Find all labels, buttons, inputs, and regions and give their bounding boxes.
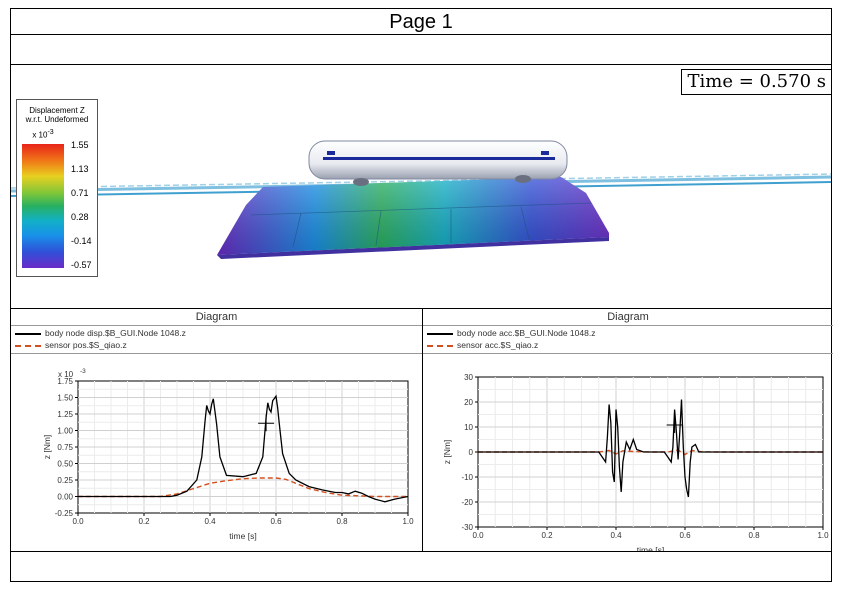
y-tick-label: 30 xyxy=(464,373,473,382)
y-tick-label: -0.25 xyxy=(55,509,74,518)
animation-window[interactable]: Time = 0.570 s xyxy=(11,65,831,309)
x-tick-label: 0.0 xyxy=(72,517,84,526)
x-tick-label: 0.4 xyxy=(204,517,216,526)
page-frame: Page 1 Time = 0.570 s xyxy=(10,8,833,582)
displacement-legend: Displacement Z w.r.t. Undeformed x 10-3 … xyxy=(16,99,98,277)
x-tick-label: 0.2 xyxy=(541,531,553,540)
time-readout: Time = 0.570 s xyxy=(680,69,831,95)
y-tick-label: 0.75 xyxy=(57,443,73,452)
y-axis-label: z [Nm] xyxy=(442,440,452,465)
x-tick-label: 0.6 xyxy=(679,531,691,540)
legend-tick: -0.57 xyxy=(71,260,92,270)
train-bridge-scene[interactable] xyxy=(11,65,831,309)
diagram-title: Diagram xyxy=(423,309,833,326)
legend-subtitle: w.r.t. Undeformed xyxy=(25,115,89,124)
page-title: Page 1 xyxy=(11,9,831,35)
diagram-title: Diagram xyxy=(11,309,422,326)
legend-tick: 0.71 xyxy=(71,188,89,198)
legend-title: Displacement Z xyxy=(29,106,85,115)
x-tick-label: 1.0 xyxy=(402,517,414,526)
series-line xyxy=(78,394,409,503)
train-car xyxy=(308,140,568,186)
x-tick-label: 0.6 xyxy=(270,517,282,526)
x-tick-label: 0.8 xyxy=(336,517,348,526)
y-tick-label: -30 xyxy=(461,523,473,532)
displacement-chart[interactable]: 0.0 0.2 0.4 0.6 0.8 1.0 1.75 1.50 1.25 1.00 0.75 0.… xyxy=(11,355,421,551)
legend-tick: 0.28 xyxy=(71,212,89,222)
legend-entry: sensor pos.$S_qiao.z xyxy=(15,340,127,351)
y-tick-label: 1.75 xyxy=(57,377,73,386)
x-tick-label: 0.2 xyxy=(138,517,150,526)
color-scale-bar xyxy=(22,144,64,268)
y-tick-label: 0.50 xyxy=(57,460,73,469)
acceleration-chart[interactable]: 0.0 0.2 0.4 0.6 0.8 1.0 30 20 10 0 -10 -20 -30 time [… xyxy=(423,355,831,551)
y-scale-exponent: -3 xyxy=(80,368,86,375)
x-tick-label: 1.0 xyxy=(817,531,829,540)
y-tick-label: 0 xyxy=(469,448,474,457)
legend-entry: body node acc.$B_GUI.Node 1048.z xyxy=(427,328,595,339)
page-header-row xyxy=(11,35,831,65)
y-tick-label: 10 xyxy=(464,423,473,432)
y-tick-label: 1.50 xyxy=(57,394,73,403)
y-tick-label: 20 xyxy=(464,398,473,407)
legend-tick: -0.14 xyxy=(71,236,92,246)
legend-tick: 1.13 xyxy=(71,164,89,174)
y-axis-label: z [Nm] xyxy=(42,435,52,460)
y-tick-label: 1.00 xyxy=(57,427,73,436)
diagram-panel-displacement[interactable]: Diagram body node disp.$B_GUI.Node 1048.… xyxy=(11,309,423,551)
x-axis-label: time [s] xyxy=(637,545,664,551)
x-axis-label: time [s] xyxy=(229,531,256,541)
legend-entry: body node disp.$B_GUI.Node 1048.z xyxy=(15,328,186,339)
y-tick-label: -10 xyxy=(461,473,473,482)
legend-entry: sensor acc.$S_qiao.z xyxy=(427,340,538,351)
x-tick-label: 0.4 xyxy=(610,531,622,540)
y-tick-label: 1.25 xyxy=(57,410,73,419)
series-line xyxy=(78,477,408,498)
page-footer-row xyxy=(11,551,831,581)
x-tick-label: 0.0 xyxy=(472,531,484,540)
x-tick-label: 0.8 xyxy=(748,531,760,540)
diagram-panel-acceleration[interactable]: Diagram body node acc.$B_GUI.Node 1048.z… xyxy=(423,309,833,551)
legend-tick: 1.55 xyxy=(71,140,89,150)
series-line xyxy=(478,399,823,498)
y-tick-label: 0.25 xyxy=(57,476,73,485)
y-tick-label: 0.00 xyxy=(57,493,73,502)
legend-scale: x 10-3 xyxy=(32,129,54,140)
y-tick-label: -20 xyxy=(461,498,473,507)
y-scale-label: x 10 xyxy=(58,370,74,379)
